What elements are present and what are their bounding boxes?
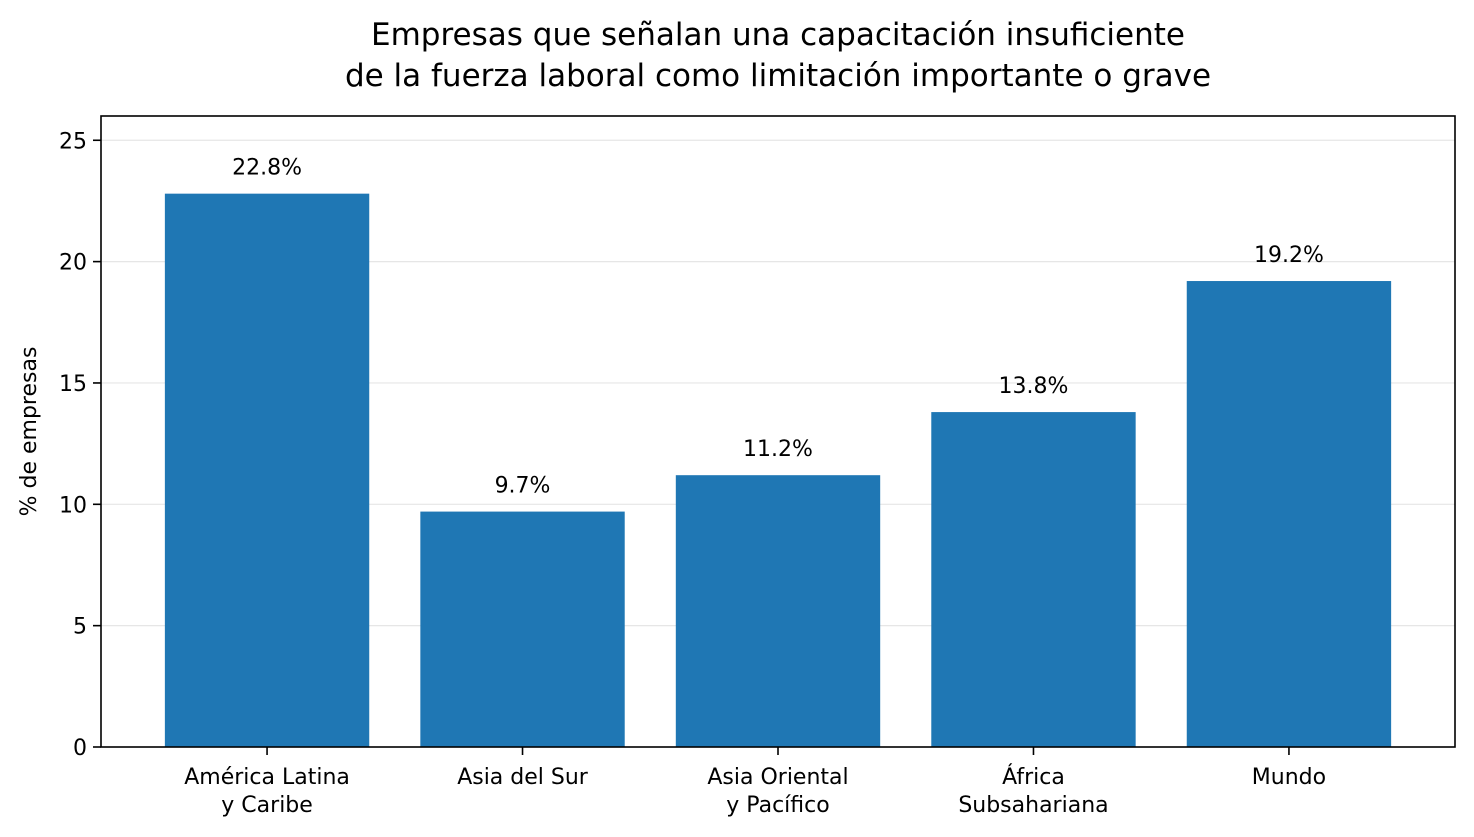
x-tick-label: África <box>1002 764 1065 790</box>
x-tick-label: Asia Oriental <box>707 765 848 790</box>
y-tick-label: 10 <box>59 493 87 518</box>
bar-value-label: 19.2% <box>1254 243 1324 268</box>
bars <box>164 193 1392 747</box>
x-tick-label: y Pacífico <box>726 793 829 818</box>
y-tick-label: 20 <box>59 251 87 276</box>
y-axis: 0 5 10 15 20 25 <box>59 129 101 761</box>
x-tick-label: Mundo <box>1252 765 1326 790</box>
bar <box>1186 281 1392 747</box>
bar <box>420 511 625 747</box>
bar <box>164 193 370 747</box>
bar-value-label: 13.8% <box>999 374 1069 399</box>
chart-title: Empresas que señalan una capacitación in… <box>345 17 1211 94</box>
x-tick-label: América Latina <box>184 765 350 790</box>
bar-value-label: 22.8% <box>232 156 302 181</box>
x-tick-label: Asia del Sur <box>457 765 589 790</box>
x-axis: América Latina y Caribe Asia del Sur Asia O… <box>184 747 1326 818</box>
y-tick-label: 5 <box>73 615 87 640</box>
chart-title-line: Empresas que señalan una capacitación in… <box>371 17 1185 53</box>
bar-value-label: 11.2% <box>743 437 813 462</box>
x-tick-label: y Caribe <box>221 793 313 818</box>
x-tick-label: Subsahariana <box>958 793 1108 818</box>
y-tick-label: 15 <box>59 372 87 397</box>
value-labels: 22.8% 9.7% 11.2% 13.8% 19.2% <box>232 156 1324 499</box>
y-tick-label: 25 <box>59 129 87 154</box>
bar <box>931 412 1136 747</box>
y-tick-label: 0 <box>73 736 87 761</box>
bar-value-label: 9.7% <box>495 474 551 499</box>
chart-title-line: de la fuerza laboral como limitación imp… <box>345 58 1211 94</box>
bar <box>675 475 881 747</box>
y-axis-label: % de empresas <box>17 347 42 517</box>
